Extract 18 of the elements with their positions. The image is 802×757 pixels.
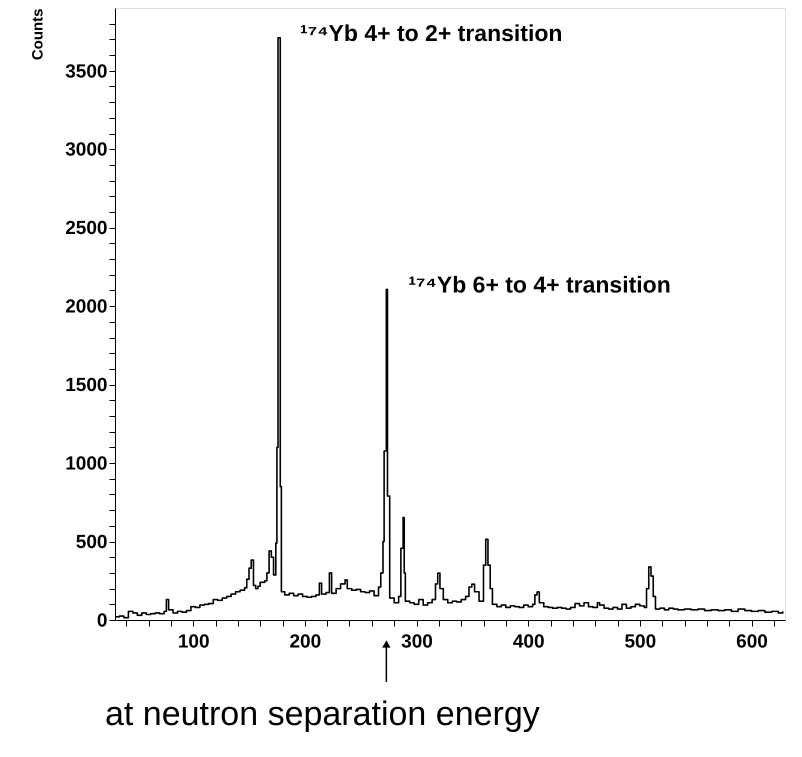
y-tick-label: 500 xyxy=(76,532,108,554)
y-tick-label: 2500 xyxy=(65,218,108,240)
y-tick-label: 1500 xyxy=(65,375,108,396)
y-tick-label: 0 xyxy=(96,610,108,632)
x-tick-label: 400 xyxy=(512,632,545,652)
x-tick-label: 300 xyxy=(401,632,433,652)
x-tick-label: 600 xyxy=(736,632,768,652)
annotation: ¹⁷⁴Yb 4+ to 2+ transition xyxy=(300,20,562,46)
y-tick-label: 3000 xyxy=(65,140,108,161)
y-tick-label: 3500 xyxy=(65,61,108,82)
x-tick-label: 500 xyxy=(624,632,656,652)
x-tick-label: 200 xyxy=(289,632,322,652)
y-axis-title: Counts xyxy=(30,8,46,60)
y-tick-label: 2000 xyxy=(65,296,108,318)
text: at neutron separation energy xyxy=(105,695,540,733)
y-tick-label: 1000 xyxy=(65,454,108,475)
x-tick-label: 100 xyxy=(178,632,210,652)
annotation: ¹⁷⁴Yb 6+ to 4+ transition xyxy=(408,271,671,298)
